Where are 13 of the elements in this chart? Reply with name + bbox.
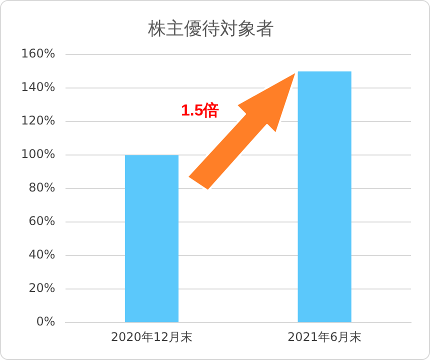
y-tick-label: 20% (28, 281, 56, 296)
y-tick-label: 140% (20, 80, 56, 94)
y-tick-label: 100% (20, 147, 56, 162)
y-tick-label: 0% (36, 314, 56, 329)
chart-title: 株主優待対象者 (147, 18, 274, 40)
y-tick-label: 160% (20, 46, 56, 61)
x-tick-label: 2021年6月末 (287, 330, 362, 344)
annotation: 1.5倍 (181, 101, 220, 120)
x-tick-label: 2020年12月末 (110, 330, 193, 344)
y-tick-label: 40% (28, 248, 56, 262)
y-tick-label: 80% (28, 180, 56, 195)
y-tick-label: 60% (28, 214, 56, 228)
y-tick-label: 120% (20, 114, 56, 128)
